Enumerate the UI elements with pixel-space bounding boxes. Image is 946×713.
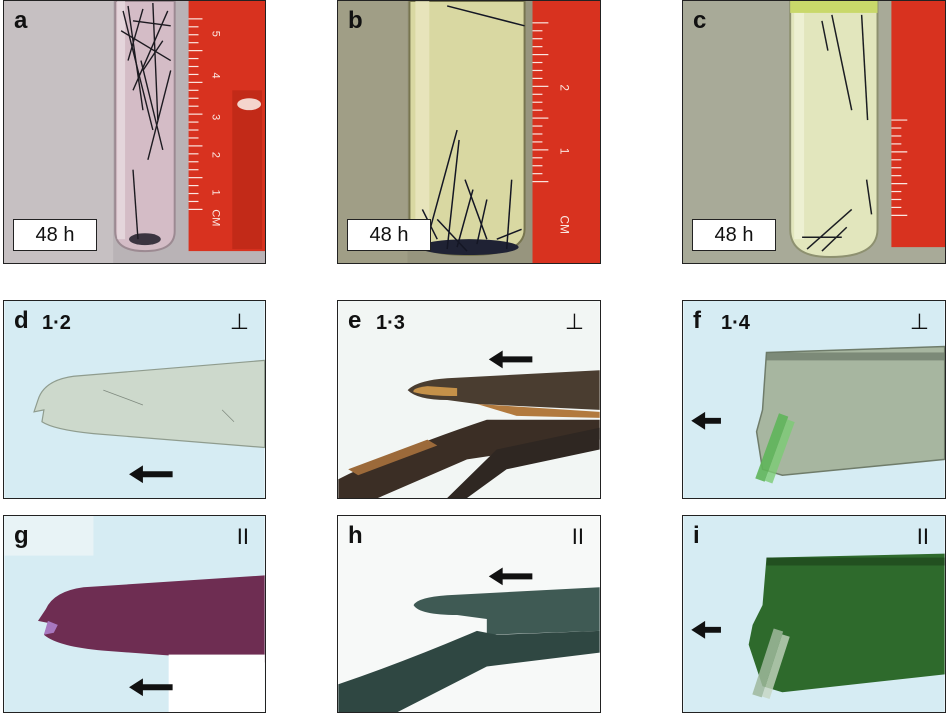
ruler-number: 1 (557, 148, 571, 155)
panel-e: e 1·3 ⊥ (337, 300, 601, 499)
panel-label: h (348, 522, 363, 549)
panel-title: 1·3 (376, 312, 405, 334)
crystal-image-e (338, 301, 600, 498)
panel-label: i (693, 522, 700, 549)
panel-title: 1·4 (721, 312, 750, 334)
panel-c: c 48 h (682, 0, 946, 264)
panel-label: e (348, 307, 362, 334)
panel-g: g II (3, 515, 266, 713)
panel-h: h II (337, 515, 601, 713)
panel-title: 1·2 (42, 312, 71, 334)
crystal-image-g (4, 516, 265, 712)
time-label: 48 h (13, 219, 97, 251)
polarization-symbol: ⊥ (909, 309, 929, 334)
panel-f: f 1·4 ⊥ (682, 300, 946, 499)
test-tube-photo-a: 5 4 3 2 1 CM (4, 1, 265, 263)
arrow-icon (691, 620, 721, 639)
crystal-image-i (683, 516, 945, 712)
ruler-unit: CM (209, 209, 221, 226)
ruler-unit: CM (557, 215, 571, 234)
ruler-number: 1 (209, 190, 221, 196)
arrow-icon (488, 567, 533, 586)
panel-b: 2 1 CM b 48 h (337, 0, 601, 264)
panel-i: i II (682, 515, 946, 713)
test-tube-photo-c (683, 1, 945, 263)
ruler-number: 4 (209, 72, 221, 78)
panel-d: d 1·2 ⊥ (3, 300, 266, 499)
crystal-image-h (338, 516, 600, 712)
arrow-icon (129, 465, 173, 484)
polarization-symbol: ⊥ (564, 309, 584, 334)
time-label: 48 h (347, 219, 431, 251)
panel-a: 5 4 3 2 1 CM a 48 h (3, 0, 266, 264)
panel-label: b (348, 7, 363, 34)
polarization-symbol: ⊥ (229, 309, 249, 334)
polarization-symbol: II (571, 524, 584, 549)
panel-label: d (14, 307, 29, 334)
polarization-symbol: II (236, 524, 249, 549)
panel-label: a (14, 7, 28, 34)
time-label: 48 h (692, 219, 776, 251)
arrow-icon (488, 350, 533, 369)
panel-label: c (693, 7, 707, 34)
test-tube-photo-b: 2 1 CM (338, 1, 600, 263)
ruler-number: 2 (209, 152, 221, 158)
arrow-icon (691, 411, 721, 430)
ruler-number: 2 (557, 84, 571, 91)
crystal-image-f (683, 301, 945, 498)
panel-label: f (693, 307, 701, 334)
arrow-icon (129, 678, 173, 697)
ruler-number: 5 (209, 31, 221, 37)
ruler-number: 3 (209, 114, 221, 120)
crystal-image-d (4, 301, 265, 498)
panel-label: g (14, 522, 29, 549)
polarization-symbol: II (916, 524, 929, 549)
